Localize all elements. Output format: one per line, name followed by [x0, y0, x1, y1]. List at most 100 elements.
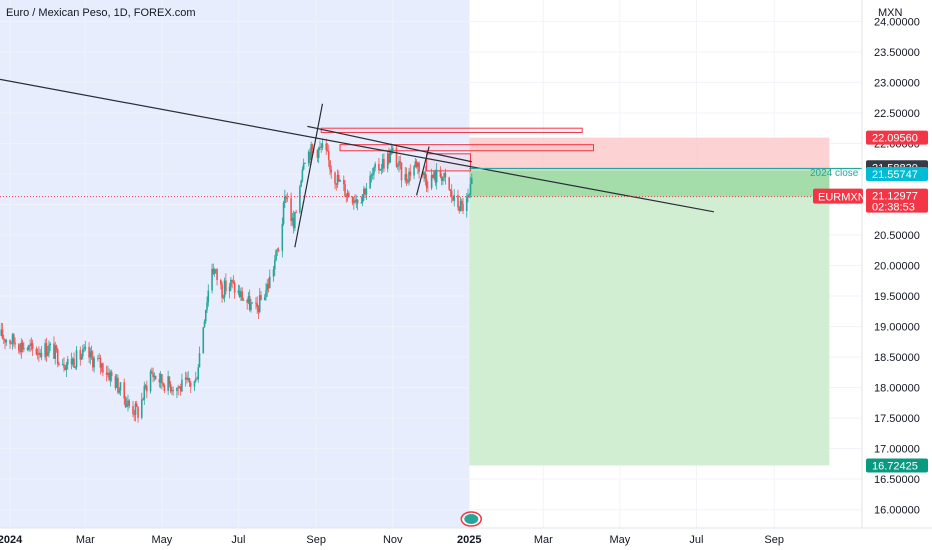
candle-up — [263, 297, 266, 301]
annotation-box[interactable] — [320, 127, 583, 133]
candle-down — [295, 212, 297, 214]
price-tag — [866, 458, 928, 473]
take-profit-zone[interactable] — [469, 170, 830, 466]
candle-down — [21, 342, 24, 350]
price-axis[interactable]: 16.00000 16.50000 17.00000 17.50000 18.00000… — [874, 16, 920, 516]
candle-down — [186, 377, 188, 380]
candle-up — [417, 162, 419, 167]
candle-up — [360, 202, 363, 204]
candle-up — [215, 269, 217, 271]
x-tick-label: Sep — [306, 534, 326, 546]
candle-down — [424, 172, 427, 180]
candle-up — [361, 194, 364, 203]
candle-up — [187, 378, 190, 380]
candle-down — [88, 346, 90, 358]
candle-down — [329, 160, 331, 170]
candle-down — [444, 172, 447, 178]
candle-down — [286, 198, 289, 199]
candle-down — [124, 398, 127, 407]
price-tag-label: 22.09560 — [872, 133, 918, 145]
candle-up — [339, 179, 341, 182]
candle-down — [354, 200, 356, 203]
candle-down — [154, 375, 157, 380]
candle-up — [61, 364, 64, 366]
candle-up — [369, 175, 371, 189]
candle-down — [221, 284, 223, 298]
trend-line[interactable] — [415, 146, 430, 196]
candle-up — [115, 377, 118, 388]
trend-lines[interactable] — [0, 78, 862, 248]
candle-down — [449, 189, 452, 191]
candle-up — [408, 171, 410, 183]
candle-up — [398, 161, 400, 166]
candle-down — [158, 379, 161, 383]
y-tick-label: 19.00000 — [874, 322, 920, 334]
x-tick-label: 2024 — [0, 534, 23, 546]
candle-down — [395, 147, 398, 167]
candle-up — [442, 177, 444, 181]
current-price-label: 21.12977 — [872, 191, 918, 203]
candle-down — [172, 390, 174, 392]
candle-up — [240, 291, 242, 298]
candle-up — [380, 168, 383, 170]
candle-up — [414, 161, 417, 167]
candle-down — [432, 175, 434, 179]
stop-loss-zone[interactable] — [469, 137, 830, 171]
x-tick-label: Mar — [534, 534, 553, 546]
position-zones — [469, 137, 830, 466]
candle-up — [140, 399, 143, 418]
candle-down — [334, 172, 336, 184]
candle-down — [189, 382, 192, 387]
annotation-box[interactable] — [339, 144, 594, 152]
candle-up — [371, 174, 374, 176]
trend-line[interactable] — [0, 78, 715, 213]
candle-down — [458, 207, 461, 211]
candle-down — [90, 351, 93, 357]
candle-up — [197, 367, 200, 380]
candle-down — [163, 385, 166, 391]
trend-line[interactable] — [294, 103, 324, 248]
time-axis[interactable]: 2024 Mar May Jul Sep Nov 2025 Mar May Jul Sep — [0, 534, 784, 546]
candle-up — [46, 353, 49, 356]
candle-down — [38, 352, 40, 355]
candle-up — [266, 283, 269, 291]
trend-line[interactable] — [307, 125, 472, 163]
candle-down — [450, 190, 453, 197]
candle-up — [198, 353, 201, 368]
candle-down — [79, 350, 82, 360]
y-tick-label: 24.00000 — [874, 16, 920, 28]
candle-up — [470, 178, 473, 185]
candle-down — [439, 169, 442, 177]
candle-down — [114, 376, 117, 388]
candle-down — [427, 187, 429, 189]
candle-down — [344, 184, 346, 197]
candle-up — [143, 385, 146, 400]
candle-up — [430, 175, 433, 188]
candle-down — [55, 345, 58, 350]
candle-down — [383, 158, 385, 169]
candle-up — [44, 343, 46, 358]
x-tick-label: Mar — [76, 534, 95, 546]
candle-down — [327, 151, 330, 161]
candle-down — [460, 200, 463, 205]
candle-down — [418, 162, 420, 173]
candle-up — [301, 169, 304, 181]
price-tag — [866, 166, 928, 181]
candle-up — [443, 172, 445, 178]
candle-down — [399, 161, 402, 163]
candle-down — [128, 400, 131, 407]
candle-down — [10, 343, 13, 345]
candle-down — [146, 385, 148, 392]
candle-down — [342, 179, 345, 185]
x-tick-label: 2025 — [457, 534, 481, 546]
candle-up — [213, 270, 216, 274]
candle-down — [151, 371, 153, 374]
candle-down — [13, 334, 15, 343]
candle-down — [277, 249, 280, 251]
candle-up — [159, 374, 162, 383]
candle-down — [105, 372, 108, 375]
candle-up — [100, 363, 103, 368]
candle-up — [423, 172, 425, 176]
candle-up — [194, 378, 197, 382]
